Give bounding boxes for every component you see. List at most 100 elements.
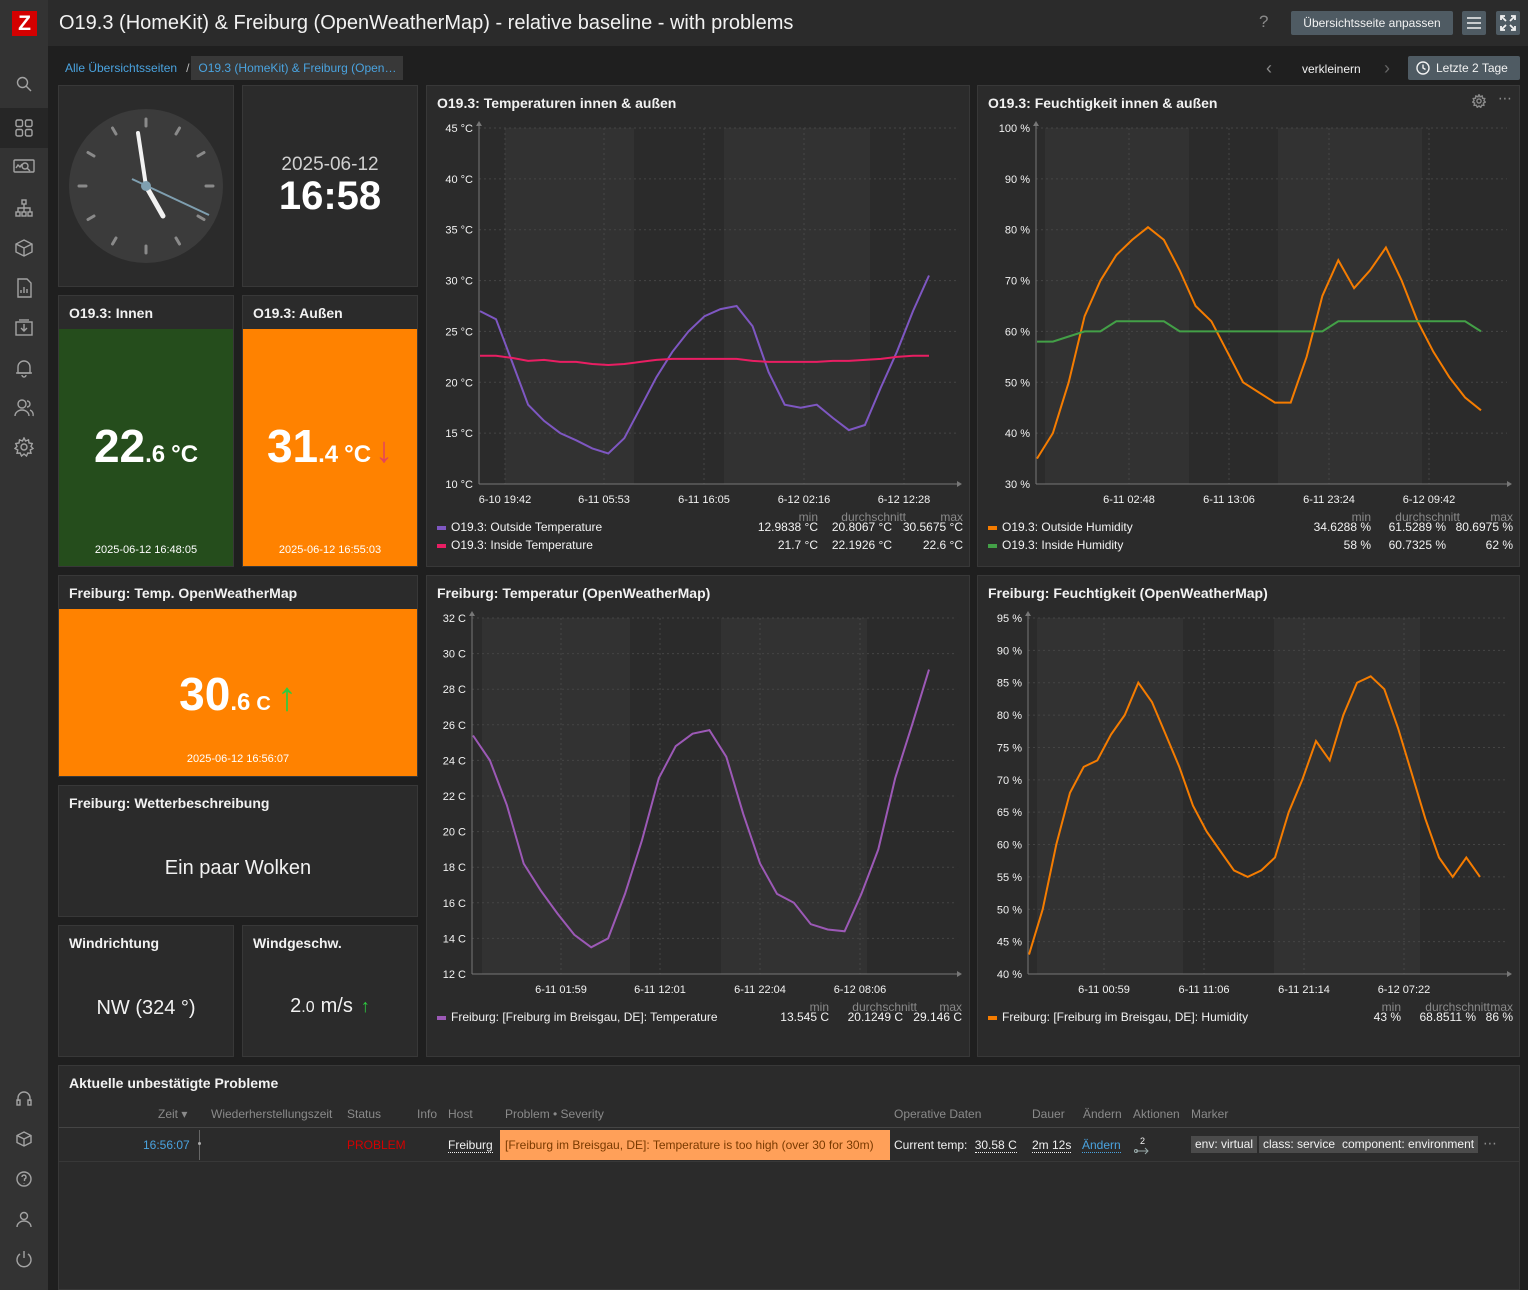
help-icon[interactable]: ? bbox=[1259, 12, 1269, 31]
x-axis-arrow bbox=[1507, 971, 1512, 977]
legend-label: O19.3: Outside Temperature bbox=[451, 520, 603, 534]
problem-time[interactable]: 16:56:07 bbox=[143, 1138, 190, 1152]
legend-swatch bbox=[988, 1015, 997, 1020]
x-tick-label: 6-11 11:06 bbox=[1179, 984, 1230, 996]
line-chart: 100 % 90 % 80 % 70 % 60 % 50 % 40 % 30 % 6-11 02… bbox=[999, 121, 1512, 506]
period-next-button[interactable]: › bbox=[1384, 58, 1390, 78]
legend-min: 13.545 C bbox=[780, 1010, 829, 1024]
y-tick-label: 12 C bbox=[443, 969, 466, 981]
y-tick-label: 70 % bbox=[1005, 276, 1030, 288]
users-icon[interactable] bbox=[12, 396, 36, 420]
legend-item[interactable]: O19.3: Inside Humidity bbox=[988, 538, 1123, 552]
y-axis-arrow bbox=[1033, 121, 1039, 126]
widget-title: O19.3: Feuchtigkeit innen & außen bbox=[988, 95, 1218, 111]
legend-header: max bbox=[940, 510, 963, 524]
legend-avg: 61.5289 % bbox=[1388, 520, 1446, 534]
logout-icon[interactable] bbox=[12, 1247, 36, 1271]
breadcrumb-separator: / bbox=[186, 61, 190, 75]
period-prev-button[interactable]: ‹ bbox=[1266, 58, 1272, 78]
legend-avg: 20.8067 °C bbox=[831, 520, 892, 534]
inventory-icon[interactable] bbox=[12, 236, 36, 260]
graph-humidity-widget: O19.3: Feuchtigkeit innen & außen ⋯ 100 … bbox=[977, 85, 1520, 567]
aussen-widget: O19.3: Außen 31.4 °C ↓ 2025-06-12 16:55:03 bbox=[242, 295, 418, 567]
alerts-icon[interactable] bbox=[12, 356, 36, 380]
trend-up-icon: ↑ bbox=[360, 996, 370, 1016]
legend-swatch bbox=[437, 525, 446, 530]
zabbix-logo[interactable]: Z bbox=[12, 11, 37, 36]
series-line bbox=[480, 354, 929, 367]
widget-title: Windrichtung bbox=[69, 935, 160, 951]
problem-name[interactable]: [Freiburg im Breisgau, DE]: Temperature … bbox=[500, 1130, 890, 1160]
widget-title: Freiburg: Feuchtigkeit (OpenWeatherMap) bbox=[988, 585, 1268, 601]
data-collection-icon[interactable] bbox=[12, 316, 36, 340]
fullscreen-icon bbox=[1500, 15, 1516, 31]
search-icon[interactable] bbox=[12, 72, 36, 96]
widget-title: Freiburg: Temperatur (OpenWeatherMap) bbox=[437, 585, 711, 601]
settings-icon[interactable] bbox=[12, 435, 36, 459]
y-tick-label: 80 % bbox=[997, 710, 1022, 722]
y-tick-label: 30 C bbox=[443, 649, 466, 661]
fullscreen-button[interactable] bbox=[1496, 11, 1520, 35]
menu-button[interactable] bbox=[1462, 11, 1486, 35]
hamburger-icon bbox=[1467, 17, 1481, 29]
legend-min: 43 % bbox=[1373, 1010, 1401, 1024]
sidebar: Z bbox=[0, 0, 48, 1290]
breadcrumb-all-dashboards[interactable]: Alle Übersichtsseiten bbox=[65, 61, 178, 75]
legend-header: durchschnitt bbox=[1395, 510, 1460, 524]
x-tick-label: 6-11 02:48 bbox=[1103, 494, 1155, 506]
legend-item[interactable]: Freiburg: [Freiburg im Breisgau, DE]: Hu… bbox=[988, 1010, 1248, 1024]
widget-title: O19.3: Temperaturen innen & außen bbox=[437, 95, 677, 111]
column-tags: Marker bbox=[1191, 1107, 1229, 1121]
wind-direction-widget: Windrichtung NW (324 °) bbox=[58, 925, 234, 1057]
y-tick-label: 55 % bbox=[997, 872, 1022, 884]
column-time[interactable]: Zeit ▾ bbox=[158, 1107, 188, 1121]
hour-hand bbox=[143, 183, 166, 219]
aussen-timestamp: 2025-06-12 16:55:03 bbox=[278, 544, 382, 556]
problem-duration[interactable]: 2m 12s bbox=[1032, 1138, 1072, 1153]
datetime-widget: 2025-06-12 16:58 bbox=[242, 85, 418, 287]
edit-dashboard-button[interactable]: Übersichtsseite anpassen bbox=[1291, 11, 1453, 35]
line-chart: 32 C 30 C 28 C 26 C 24 C 22 C 20 C 18 C 16 C 14 C… bbox=[443, 611, 962, 996]
acknowledge-link[interactable]: Ändern bbox=[1082, 1138, 1121, 1153]
actions-icon[interactable]: 2 bbox=[1134, 1134, 1152, 1156]
user-icon[interactable] bbox=[12, 1207, 36, 1231]
y-tick-label: 95 % bbox=[997, 613, 1022, 625]
reports-icon[interactable] bbox=[12, 276, 36, 300]
monitoring-icon[interactable] bbox=[12, 155, 36, 179]
weather-description: Ein paar Wolken bbox=[164, 857, 312, 879]
integrations-icon[interactable] bbox=[12, 1127, 36, 1151]
legend-header: max bbox=[1490, 510, 1513, 524]
more-icon[interactable]: ⋯ bbox=[1498, 90, 1512, 106]
y-tick-label: 18 C bbox=[443, 862, 466, 874]
y-tick-label: 15 °C bbox=[445, 428, 473, 440]
tag-class[interactable]: class: service bbox=[1259, 1136, 1340, 1153]
widget-title: Freiburg: Temp. OpenWeatherMap bbox=[69, 585, 298, 601]
time-range-button[interactable]: Letzte 2 Tage bbox=[1408, 56, 1520, 80]
legend-avg: 60.7325 % bbox=[1388, 538, 1446, 552]
legend-item[interactable]: O19.3: Inside Temperature bbox=[437, 538, 593, 552]
legend-item[interactable]: Freiburg: [Freiburg im Breisgau, DE]: Te… bbox=[437, 1010, 718, 1024]
legend-item[interactable]: O19.3: Outside Temperature bbox=[437, 520, 602, 534]
innen-value-panel: 22.6 °C 2025-06-12 16:48:05 bbox=[59, 329, 233, 566]
more-tags-icon[interactable]: ⋯ bbox=[1483, 1135, 1497, 1151]
tag-env[interactable]: env: virtual bbox=[1191, 1136, 1258, 1153]
tag-component[interactable]: component: environment bbox=[1338, 1136, 1479, 1153]
y-tick-label: 60 % bbox=[1005, 326, 1030, 338]
gear-icon[interactable] bbox=[1472, 94, 1486, 108]
column-recovery-time: Wiederherstellungszeit bbox=[211, 1107, 333, 1121]
problem-host[interactable]: Freiburg bbox=[448, 1138, 493, 1153]
period-band bbox=[1045, 128, 1189, 484]
innen-timestamp: 2025-06-12 16:48:05 bbox=[94, 544, 198, 556]
x-tick-label: 6-10 19:42 bbox=[479, 494, 532, 506]
zoom-out-button[interactable]: verkleinern bbox=[1302, 62, 1361, 76]
legend-item[interactable]: O19.3: Outside Humidity bbox=[988, 520, 1133, 534]
support-icon[interactable] bbox=[12, 1087, 36, 1111]
dashboard-icon[interactable] bbox=[12, 116, 36, 140]
y-axis-arrow bbox=[1025, 611, 1031, 616]
help-icon[interactable] bbox=[12, 1167, 36, 1191]
breadcrumb-current[interactable]: O19.3 (HomeKit) & Freiburg (Open… bbox=[191, 56, 404, 80]
y-tick-label: 30 % bbox=[1005, 479, 1030, 491]
network-icon[interactable] bbox=[12, 196, 36, 220]
wind-direction-value: NW (324 °) bbox=[96, 997, 196, 1019]
y-tick-label: 26 C bbox=[443, 720, 466, 732]
